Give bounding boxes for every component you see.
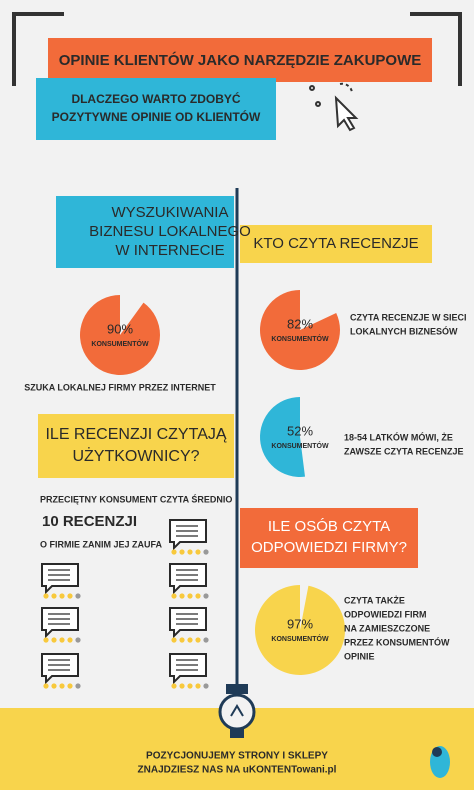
review-icon (169, 607, 207, 639)
review-star (75, 683, 81, 689)
box-text: ODPOWIEDZI FIRMY? (251, 539, 407, 556)
review-icon (41, 563, 79, 595)
box (240, 225, 432, 263)
caption: CZYTA RECENZJE W SIECI (350, 312, 467, 322)
review-star (43, 637, 49, 643)
review-star (203, 637, 209, 643)
pie-label: 90% (107, 321, 133, 336)
box (56, 196, 234, 268)
reviews-text: PRZECIĘTNY KONSUMENT CZYTA ŚREDNIO (40, 493, 232, 504)
footer-text: POZYCJONUJEMY STRONY I SKLEPY (146, 751, 328, 762)
review-star (187, 637, 193, 643)
review-icon (41, 607, 79, 639)
caption: NA ZAMIESZCZONE (344, 623, 430, 633)
title-banner (48, 38, 432, 82)
review-icon (169, 519, 207, 551)
box-text: ILE RECENZJI CZYTAJĄ (45, 426, 226, 443)
subtitle-banner (36, 78, 276, 140)
reviews-text: O FIRMIE ZANIM JEJ ZAUFA (40, 539, 163, 549)
review-star (43, 683, 49, 689)
review-star (195, 683, 201, 689)
caption: PRZEZ KONSUMENTÓW (344, 636, 450, 647)
reviews-text: 10 RECENZJI (42, 513, 137, 530)
review-star (43, 593, 49, 599)
review-star (171, 683, 177, 689)
corner-line (410, 12, 462, 86)
bulb-icon (218, 684, 256, 738)
pie-unit: KONSUMENTÓW (91, 339, 149, 348)
pie-slice (80, 295, 161, 375)
review-icon (169, 653, 207, 685)
caption: OPINIE (344, 651, 375, 661)
pie-unit: KONSUMENTÓW (271, 441, 329, 450)
caption: CZYTA TAKŻE (344, 595, 405, 605)
review-icon (169, 563, 207, 595)
review-star (67, 637, 73, 643)
review-star (67, 683, 73, 689)
review-star (187, 683, 193, 689)
review-star (195, 637, 201, 643)
box-text: W INTERNECIE (115, 242, 224, 259)
review-star (179, 683, 185, 689)
caption: 18-54 LATKÓW MÓWI, ŻE (344, 431, 453, 442)
subtitle: DLACZEGO WARTO ZDOBYĆ (71, 91, 240, 106)
review-star (203, 683, 209, 689)
title: OPINIE KLIENTÓW JAKO NARZĘDZIE ZAKUPOWE (59, 51, 422, 69)
caption: ODPOWIEDZI FIRM (344, 609, 427, 619)
caption: LOKALNYCH BIZNESÓW (350, 325, 458, 336)
box-text: UŻYTKOWNICY? (72, 446, 199, 465)
cursor-icon (309, 82, 359, 132)
pie-unit: KONSUMENTÓW (271, 334, 329, 343)
caption: ZAWSZE CZYTA RECENZJE (344, 446, 464, 456)
review-icon (41, 653, 79, 685)
review-star (59, 637, 65, 643)
pie-slice (260, 397, 306, 477)
review-star (187, 549, 193, 555)
subtitle: POZYTYWNE OPINIE OD KLIENTÓW (52, 109, 261, 124)
box-text: BIZNESU LOKALNEGO (89, 223, 251, 240)
review-star (179, 549, 185, 555)
review-star (67, 593, 73, 599)
review-star (59, 683, 65, 689)
review-star (179, 593, 185, 599)
pie-label: 52% (287, 423, 313, 438)
review-star (75, 637, 81, 643)
review-star (203, 593, 209, 599)
review-star (171, 549, 177, 555)
caption: SZUKA LOKALNEJ FIRMY PRZEZ INTERNET (24, 382, 216, 392)
review-star (195, 549, 201, 555)
box-text: ILE OSÓB CZYTA (268, 518, 390, 535)
review-star (187, 593, 193, 599)
pie-slice (260, 290, 341, 370)
review-star (171, 593, 177, 599)
box (240, 508, 418, 568)
box (38, 414, 234, 478)
review-star (59, 593, 65, 599)
review-star (75, 593, 81, 599)
box-text: WYSZUKIWANIA (112, 204, 229, 221)
pie-unit: KONSUMENTÓW (271, 634, 329, 643)
box-text: KTO CZYTA RECENZJE (253, 235, 418, 252)
pie-label: 82% (287, 316, 313, 331)
review-star (51, 683, 57, 689)
review-star (195, 593, 201, 599)
review-star (203, 549, 209, 555)
logo (430, 746, 450, 778)
pie-label: 97% (287, 616, 313, 631)
footer-text: ZNAJDZIESZ NAS NA uKONTENTowani.pl (138, 765, 337, 776)
review-star (171, 637, 177, 643)
review-star (179, 637, 185, 643)
corner-line (12, 12, 64, 86)
review-star (51, 593, 57, 599)
pie-slice (255, 585, 346, 675)
review-star (51, 637, 57, 643)
